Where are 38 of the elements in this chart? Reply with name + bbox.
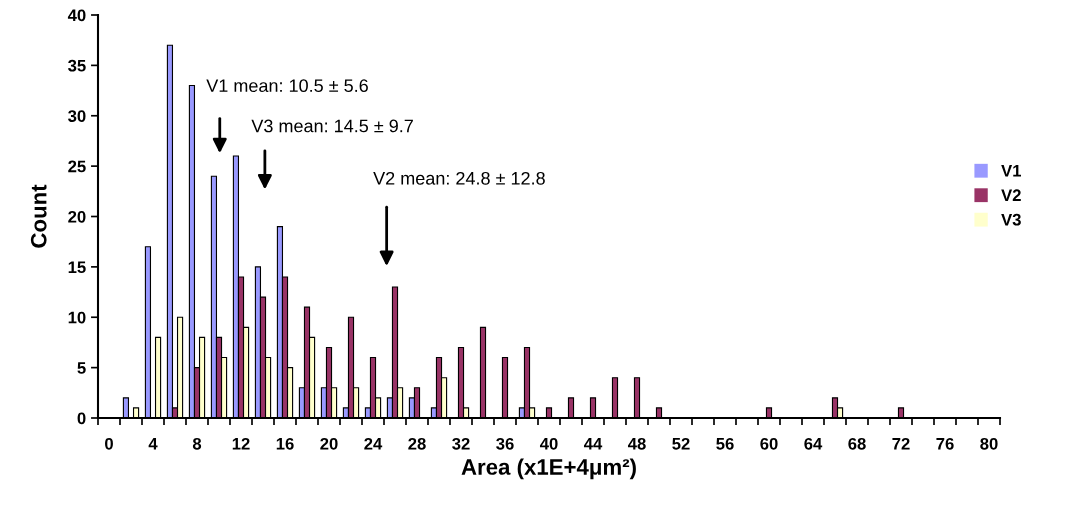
annotation: V1 mean: 10.5 ± 5.6 [206,79,368,93]
legend-label: V3 [1001,213,1021,226]
x-tick-label: 20 [320,437,338,450]
legend-label: V2 [1001,189,1021,201]
annotation: V2 mean: 24.8 ± 12.8 [373,171,545,185]
y-tick-label: 25 [68,160,86,173]
y-tick-label: 40 [67,9,86,22]
x-tick-label: 8 [192,437,202,450]
x-tick-label: 32 [452,437,470,450]
legend-label: V1 [1001,165,1021,177]
x-tick-label: 72 [892,437,910,450]
x-tick-label: 28 [408,437,426,450]
y-tick-label: 10 [68,311,86,324]
x-tick-label: 0 [105,437,113,450]
x-tick-label: 56 [716,437,734,450]
x-tick-label: 12 [232,437,250,450]
x-tick-label: 40 [539,437,558,450]
x-axis-title: Area (x1E+4μm²) [461,458,636,480]
x-tick-label: 80 [980,437,998,450]
x-tick-label: 76 [936,437,954,450]
x-tick-label: 68 [848,437,866,450]
y-tick-label: 0 [77,412,86,425]
x-tick-label: 44 [583,438,603,450]
x-tick-label: 16 [276,437,294,450]
y-axis-title: Count [30,184,47,248]
y-tick-label: 20 [68,210,86,223]
x-tick-label: 48 [627,437,646,450]
x-tick-label: 36 [496,437,514,450]
y-tick-label: 5 [77,362,86,374]
y-tick-label: 15 [68,261,86,274]
x-tick-label: 60 [760,437,778,450]
x-tick-label: 64 [804,437,823,450]
x-tick-label: 4 [148,438,158,450]
x-tick-label: 52 [672,437,690,450]
y-tick-label: 35 [68,59,86,72]
x-tick-label: 24 [364,437,383,450]
y-tick-label: 30 [68,110,86,122]
annotation: V3 mean: 14.5 ± 9.7 [251,119,413,133]
